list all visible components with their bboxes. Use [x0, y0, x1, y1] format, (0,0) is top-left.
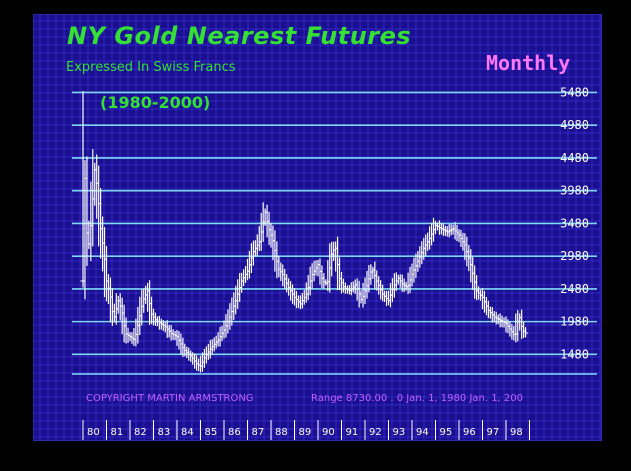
y-tick-label: 1480: [560, 347, 589, 361]
x-tick-label: 88: [275, 427, 288, 438]
copyright-text: COPYRIGHT MARTIN ARMSTRONG: [86, 393, 254, 404]
period-label: Monthly: [486, 51, 571, 75]
y-tick-label: 1980: [560, 315, 589, 329]
chart-frame: [33, 14, 602, 441]
x-tick-label: 92: [369, 427, 382, 438]
y-tick-label: 2480: [560, 282, 589, 296]
x-tick-label: 85: [205, 427, 218, 438]
x-tick-label: 80: [87, 427, 100, 438]
y-tick-label: 4480: [560, 151, 589, 165]
y-tick-label: 4980: [560, 118, 589, 132]
x-tick-label: 84: [181, 427, 194, 438]
x-tick-label: 87: [252, 427, 265, 438]
x-tick-label: 96: [463, 427, 476, 438]
range-text: Range 8730.00 . 0 Jan. 1, 1980 Jan. 1, 2…: [311, 393, 524, 404]
x-tick-label: 98: [510, 427, 523, 438]
x-tick-label: 86: [228, 427, 241, 438]
chart-subtitle: Expressed In Swiss Francs: [66, 60, 236, 75]
y-tick-label: 3980: [560, 184, 589, 198]
x-tick-label: 82: [134, 427, 147, 438]
y-tick-label: 3480: [560, 216, 589, 230]
x-tick-label: 83: [158, 427, 171, 438]
x-tick-label: 95: [440, 427, 453, 438]
y-tick-label: 2980: [560, 249, 589, 263]
x-tick-label: 90: [322, 427, 335, 438]
x-tick-label: 94: [416, 427, 429, 438]
x-tick-label: 91: [346, 427, 359, 438]
x-tick-label: 81: [111, 427, 124, 438]
years-label: (1980-2000): [100, 93, 211, 112]
chart-title: NY Gold Nearest Futures: [67, 22, 412, 50]
x-tick-label: 97: [487, 427, 500, 438]
x-tick-label: 89: [299, 427, 312, 438]
y-tick-label: 5480: [560, 85, 589, 99]
x-tick-label: 93: [393, 427, 406, 438]
